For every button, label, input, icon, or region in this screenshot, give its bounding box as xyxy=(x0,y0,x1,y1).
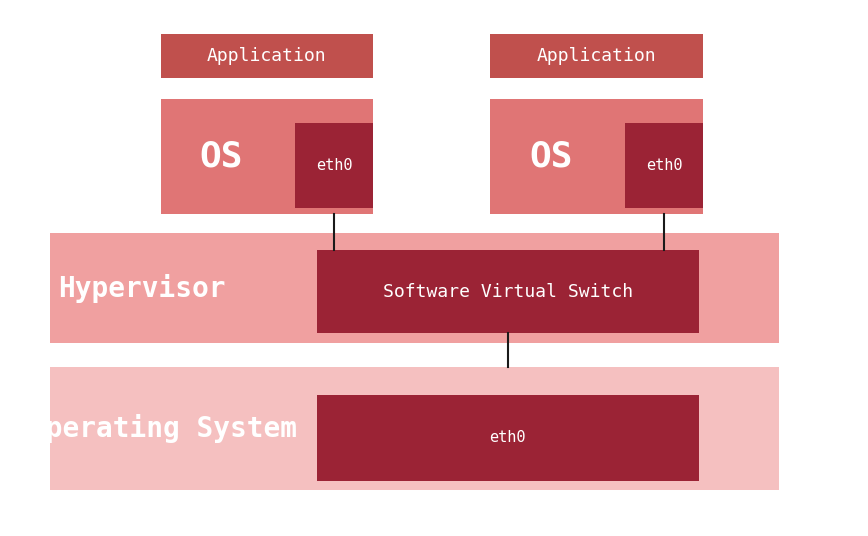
FancyBboxPatch shape xyxy=(317,395,699,481)
Text: Operating System: Operating System xyxy=(30,414,297,443)
Text: eth0: eth0 xyxy=(490,430,526,445)
FancyBboxPatch shape xyxy=(317,250,699,333)
Text: Hypervisor: Hypervisor xyxy=(58,273,225,303)
FancyBboxPatch shape xyxy=(490,34,703,78)
FancyBboxPatch shape xyxy=(295,123,373,208)
FancyBboxPatch shape xyxy=(161,99,373,214)
Text: OS: OS xyxy=(200,140,243,174)
FancyBboxPatch shape xyxy=(50,233,779,343)
FancyBboxPatch shape xyxy=(625,123,703,208)
FancyBboxPatch shape xyxy=(161,34,373,78)
FancyBboxPatch shape xyxy=(490,99,703,214)
Text: eth0: eth0 xyxy=(316,158,352,173)
Text: Application: Application xyxy=(537,47,656,65)
FancyBboxPatch shape xyxy=(50,367,779,490)
Text: Application: Application xyxy=(207,47,326,65)
Text: Software Virtual Switch: Software Virtual Switch xyxy=(383,283,633,301)
Text: eth0: eth0 xyxy=(646,158,682,173)
Text: OS: OS xyxy=(529,140,573,174)
